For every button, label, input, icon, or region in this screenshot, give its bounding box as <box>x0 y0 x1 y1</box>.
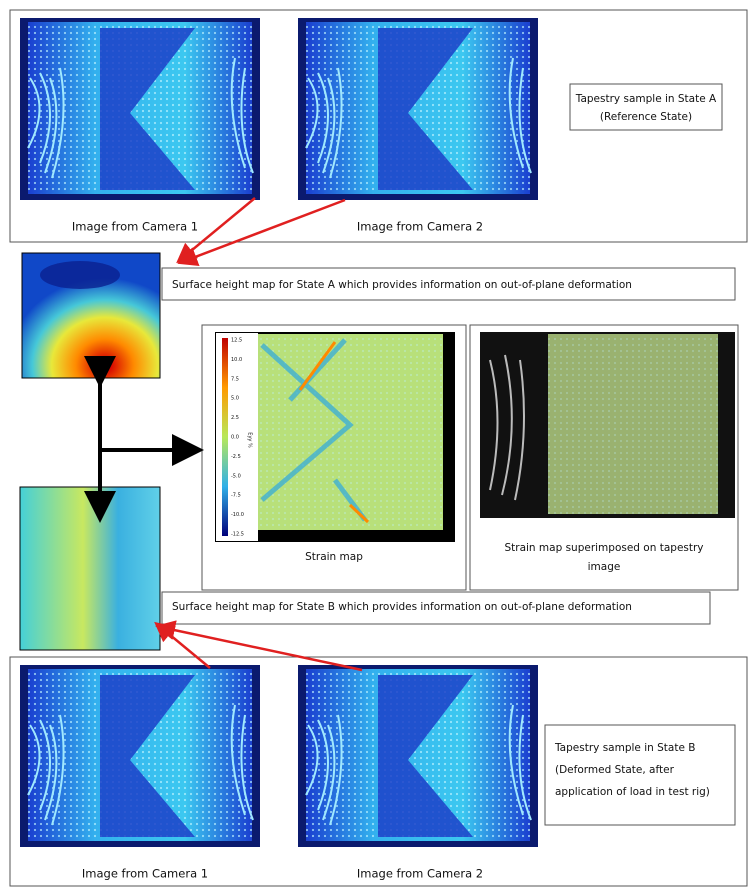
colorbar-tick-label: -2.5 <box>231 454 241 460</box>
overlay-texture <box>548 334 718 514</box>
description: (Deformed State, after <box>555 764 675 776</box>
caption: Image from Camera 1 <box>72 220 198 234</box>
camera-1-image <box>20 18 260 200</box>
caption: Image from Camera 2 <box>357 220 483 234</box>
colorbar-tick-label: -5.0 <box>231 473 241 479</box>
colorbar-tick-label: 12.5 <box>231 338 242 344</box>
height-map-b <box>20 487 160 650</box>
caption: Strain map <box>305 551 363 563</box>
description-box <box>570 84 722 130</box>
colorbar-tick-label: 2.5 <box>231 415 239 421</box>
caption: Surface height map for State B which pro… <box>172 601 632 613</box>
height-map-feature <box>40 261 120 289</box>
colorbar-tick-label: -10.0 <box>231 512 244 518</box>
colorbar-tick-label: -12.5 <box>231 532 244 538</box>
description: (Reference State) <box>600 111 692 123</box>
diagram: Image from Camera 1 Image from Camera 2 … <box>0 0 748 887</box>
description: application of load in test rig) <box>555 786 710 798</box>
caption: Image from Camera 1 <box>82 867 208 881</box>
colorbar-tick-label: 7.5 <box>231 376 239 382</box>
colorbar-tick-label: 10.0 <box>231 357 242 363</box>
caption: Surface height map for State A which pro… <box>172 279 632 291</box>
colorbar-label: Eyy % <box>247 432 253 448</box>
colorbar-tick-label: -7.5 <box>231 493 241 499</box>
camera-2-image <box>298 18 538 200</box>
description: Tapestry sample in State A <box>575 93 717 105</box>
colorbar-tick-label: 5.0 <box>231 396 239 402</box>
caption: image <box>588 561 621 573</box>
colorbar-tick-label: 0.0 <box>231 435 239 441</box>
description: Tapestry sample in State B <box>554 742 695 754</box>
camera-1-image <box>20 665 260 847</box>
caption: Strain map superimposed on tapestry <box>504 542 703 554</box>
caption: Image from Camera 2 <box>357 867 483 881</box>
camera-2-image <box>298 665 538 847</box>
colorbar <box>222 338 228 536</box>
